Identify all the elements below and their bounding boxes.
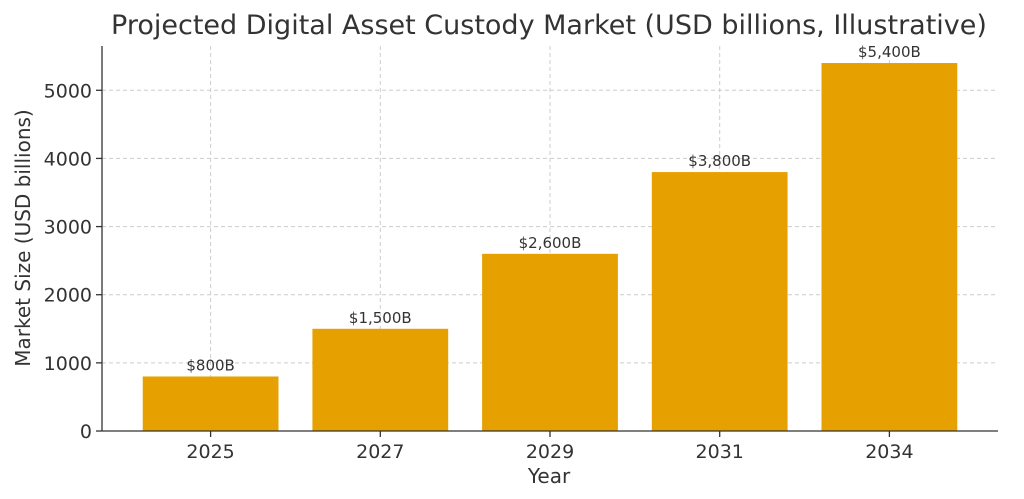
- data-labels: $800B $1,500B $2,600B $3,800B $5,400B: [186, 43, 920, 374]
- chart-title: Projected Digital Asset Custody Market (…: [111, 10, 987, 41]
- data-label-2034: $5,400B: [858, 43, 921, 61]
- bar-2031: [651, 172, 788, 431]
- bar-2027: [312, 328, 449, 431]
- x-tick-label-2025: 2025: [186, 441, 234, 463]
- x-tick-label-2031: 2031: [696, 441, 744, 463]
- y-tick-label: 3000: [44, 217, 92, 239]
- data-label-2031: $3,800B: [688, 152, 751, 170]
- bars: [142, 63, 958, 431]
- y-tick-label: 0: [80, 421, 92, 443]
- bar-2029: [482, 253, 618, 431]
- data-label-2027: $1,500B: [349, 309, 412, 327]
- data-label-2025: $800B: [186, 356, 234, 374]
- x-axis-label: Year: [527, 464, 571, 488]
- x-tick-label-2027: 2027: [356, 441, 404, 463]
- y-tick-label: 2000: [44, 285, 92, 307]
- y-tick-label: 5000: [44, 80, 92, 102]
- bar-2034: [821, 63, 958, 431]
- x-tick-label-2034: 2034: [865, 441, 913, 463]
- data-label-2029: $2,600B: [519, 234, 582, 252]
- y-tick-label: 1000: [44, 353, 92, 375]
- x-tick-label-2029: 2029: [526, 441, 574, 463]
- y-axis-label: Market Size (USD billions): [11, 109, 35, 366]
- bar-2025: [142, 376, 279, 431]
- axes: 0 1000 2000 3000 4000 5000 2025 2027 2029 2031 203…: [44, 46, 998, 463]
- y-tick-label: 4000: [44, 148, 92, 170]
